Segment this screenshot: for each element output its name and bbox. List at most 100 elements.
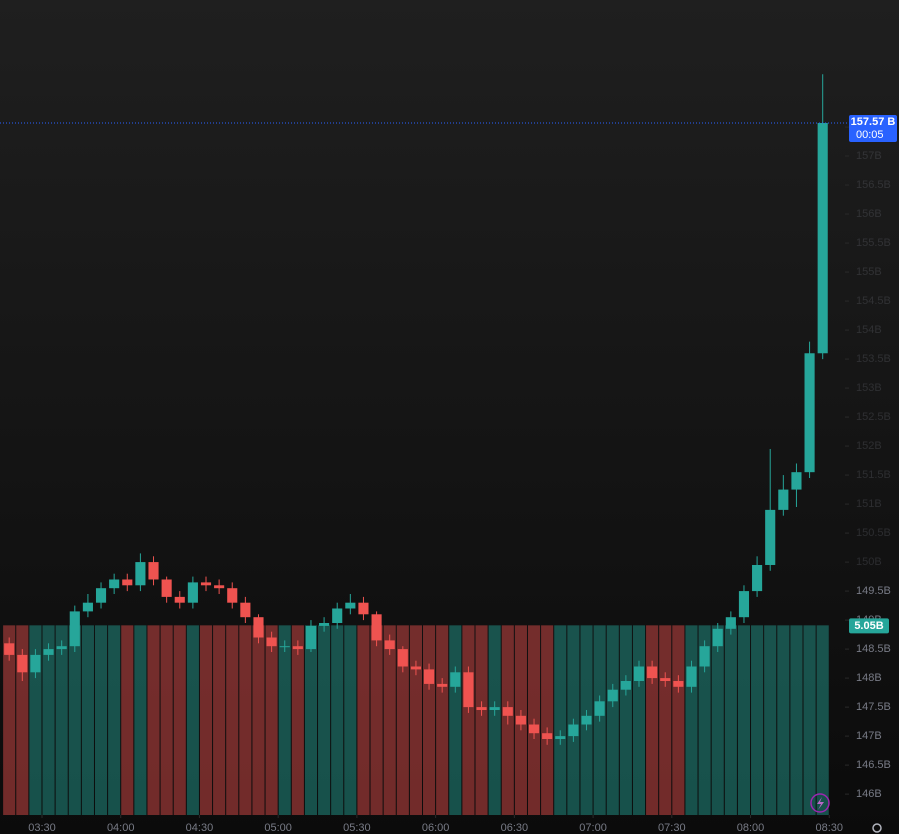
volume-bar (55, 625, 68, 815)
x-tick-label: 08:00 (737, 822, 765, 834)
volume-bar (685, 625, 698, 815)
y-tick-label: 157B (856, 150, 882, 162)
candle-body (4, 643, 15, 655)
y-tick-label: 150B (856, 556, 882, 568)
candle-body (489, 707, 500, 711)
volume-bar (449, 625, 462, 815)
volume-bar (121, 625, 134, 815)
candle-body (345, 602, 356, 609)
volume-bar (344, 625, 357, 815)
candle-body (581, 715, 592, 725)
volume-bar (108, 625, 121, 815)
y-tick-label: 152B (856, 440, 882, 452)
candle-body (712, 628, 723, 647)
y-tick-label: 148B (856, 672, 882, 684)
y-tick-label: 150.5B (856, 527, 891, 539)
candle-body (450, 672, 461, 687)
y-tick-label: 147.5B (856, 701, 891, 713)
volume-bar (304, 625, 318, 815)
candle-body (515, 715, 526, 725)
candle-body (371, 614, 382, 641)
y-tick-label: 154B (856, 324, 882, 336)
candle-body (200, 582, 212, 586)
volume-bar (226, 625, 239, 815)
volume-bar (186, 625, 199, 815)
volume-bar (462, 625, 475, 815)
candle-body (752, 564, 763, 592)
candle-body (437, 683, 448, 687)
x-tick-label: 08:30 (815, 822, 843, 834)
candle-body (778, 489, 789, 510)
candle-body (253, 617, 264, 638)
volume-bar (213, 625, 226, 815)
candle-body (82, 602, 93, 612)
candle-body (305, 625, 317, 650)
volume-bar (619, 625, 632, 815)
last-price-box (849, 114, 897, 142)
candle-layer (4, 74, 828, 745)
candle-body (148, 562, 159, 580)
volume-bar (632, 625, 646, 815)
volume-bar (737, 625, 751, 815)
volume-bar (68, 625, 81, 815)
volume-bar (803, 625, 816, 815)
candle-body (332, 608, 343, 623)
volume-bar (147, 625, 160, 815)
candle-body (463, 672, 474, 708)
volume-bar (383, 625, 396, 815)
volume-bar (606, 625, 619, 815)
y-tick-label: 151B (856, 498, 882, 510)
volume-bar (790, 625, 803, 815)
volume-bar (291, 625, 304, 815)
candle-body (56, 646, 67, 650)
candle-body (109, 579, 120, 589)
volume-label: 5.05B (854, 620, 883, 632)
y-tick-label: 153B (856, 382, 882, 394)
candle-body (791, 472, 802, 490)
settings-icon[interactable] (872, 823, 882, 833)
x-tick-label: 05:00 (264, 822, 292, 834)
x-tick-label: 06:00 (422, 822, 450, 834)
volume-bar (318, 625, 331, 815)
volume-bar (672, 625, 685, 815)
candle-body (568, 724, 579, 737)
candle-body (95, 588, 107, 603)
countdown: 00:05 (856, 129, 884, 141)
volume-bar (3, 625, 16, 815)
volume-bar (724, 625, 737, 815)
candle-body (161, 579, 172, 597)
y-tick-label: 146B (856, 788, 882, 800)
candle-body (738, 591, 750, 618)
candle-body (620, 681, 631, 690)
candle-body (647, 666, 658, 679)
candle-body (476, 707, 487, 711)
candle-body (214, 585, 225, 589)
x-tick-label: 05:30 (343, 822, 371, 834)
y-tick-label: 153.5B (856, 353, 891, 365)
candle-body (607, 689, 618, 702)
candle-body (319, 622, 330, 626)
y-tick-label: 148.5B (856, 643, 891, 655)
y-tick-label: 149.5B (856, 585, 891, 597)
y-tick-label: 151.5B (856, 469, 891, 481)
candle-body (725, 617, 736, 629)
volume-bar (173, 625, 186, 815)
candle-body (804, 353, 815, 473)
candle-body (817, 122, 828, 354)
x-tick-label: 04:30 (186, 822, 214, 834)
candle-body (528, 724, 540, 734)
alert-bolt (817, 797, 824, 810)
candle-body (673, 681, 684, 687)
candle-body (542, 733, 553, 740)
volume-bar (816, 625, 829, 815)
volume-bar (711, 625, 724, 815)
candle-body (174, 596, 185, 603)
candle-body (279, 646, 290, 648)
candle-body (69, 611, 80, 647)
candle-body (266, 637, 277, 647)
y-tick-label: 152.5B (856, 411, 891, 423)
alert-icon[interactable] (810, 793, 830, 813)
candle-body (122, 579, 133, 586)
